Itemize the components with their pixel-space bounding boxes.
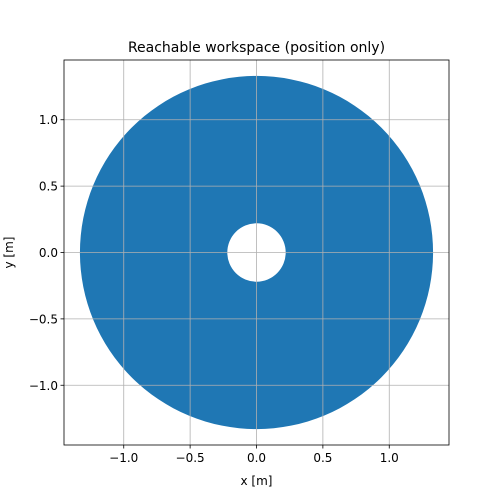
- grid-layer: [64, 60, 449, 445]
- data-layer: [79, 75, 434, 430]
- y-tick-label-0: −1.0: [29, 379, 58, 393]
- axes-layer: −1.0 −0.5 0.0 0.5 1.0 −1.0 −0.5 0.0 0.5 1.0: [29, 59, 450, 465]
- x-tick-label-2: 0.0: [247, 451, 266, 465]
- y-tick-label-1: −0.5: [29, 312, 58, 326]
- x-tick-label-3: 0.5: [313, 451, 332, 465]
- x-tick-label-1: −0.5: [176, 451, 205, 465]
- y-tick-label-3: 0.5: [39, 180, 58, 194]
- x-axis-label: x [m]: [241, 474, 273, 488]
- y-tick-label-4: 1.0: [39, 113, 58, 127]
- x-tick-label-0: −1.0: [109, 451, 138, 465]
- y-tick-label-2: 0.0: [39, 246, 58, 260]
- y-axis-label: y [m]: [2, 237, 16, 269]
- x-tick-label-4: 1.0: [380, 451, 399, 465]
- workspace-annulus-0: [79, 75, 434, 430]
- chart-title: Reachable workspace (position only): [128, 40, 385, 56]
